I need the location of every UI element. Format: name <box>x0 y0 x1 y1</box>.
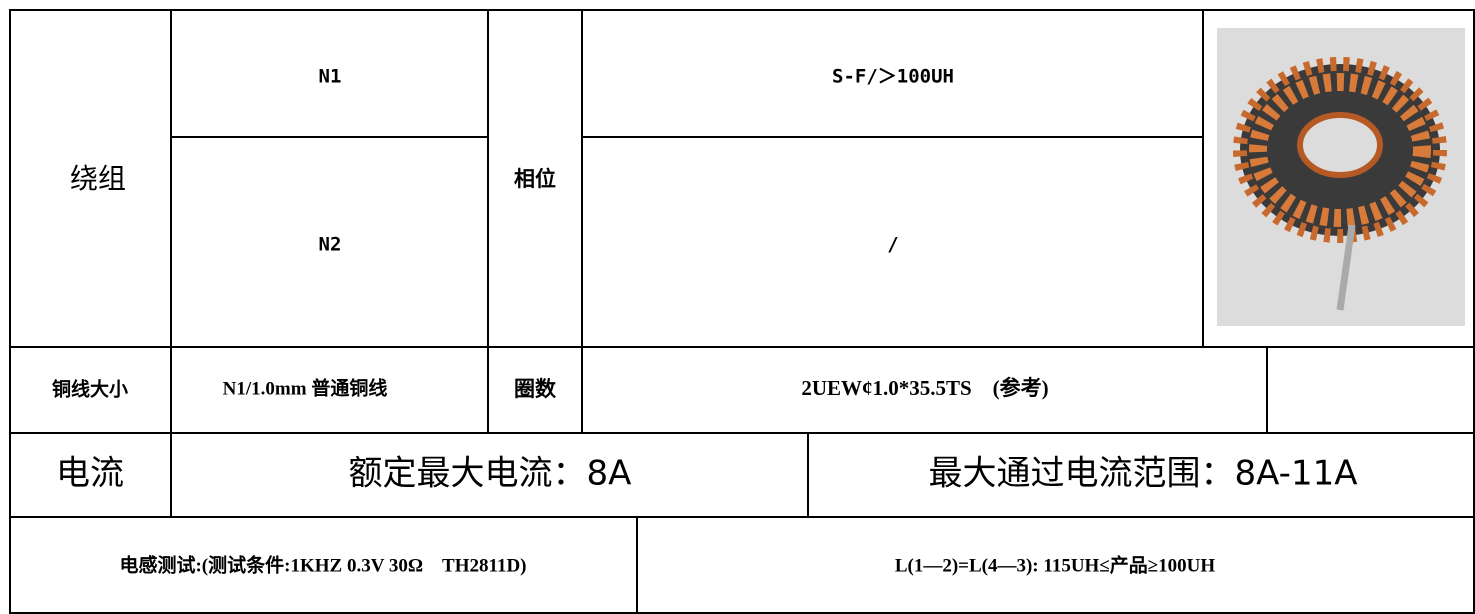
phase-label: 相位 <box>514 167 556 191</box>
product-photo <box>1217 28 1465 326</box>
winding-n2: N2 <box>319 234 342 256</box>
n2-phase: / <box>887 234 898 256</box>
winding-n1: N1 <box>319 66 342 88</box>
wire: N1/1.0mm 普通铜线 <box>223 376 388 399</box>
table-grid <box>9 9 1475 614</box>
test-condition: 电感测试:(测试条件:1KHZ 0.3V 30Ω TH2811D) <box>119 553 526 576</box>
rated-current: 额定最大电流：8A <box>349 454 632 494</box>
turns: 2UEW¢1.0*35.5TS (参考) <box>801 376 1048 400</box>
current-label: 电流 <box>56 454 124 494</box>
turns-label: 圈数 <box>514 377 557 401</box>
test-result: L(1—2)=L(4—3): 115UH≤产品≥100UH <box>895 553 1216 576</box>
current-range: 最大通过电流范围：8A-11A <box>929 454 1358 494</box>
wire-label: 铜线大小 <box>52 378 128 401</box>
winding-label: 绕组 <box>70 162 126 195</box>
n1-phase: S-F/＞100UH <box>832 66 954 88</box>
